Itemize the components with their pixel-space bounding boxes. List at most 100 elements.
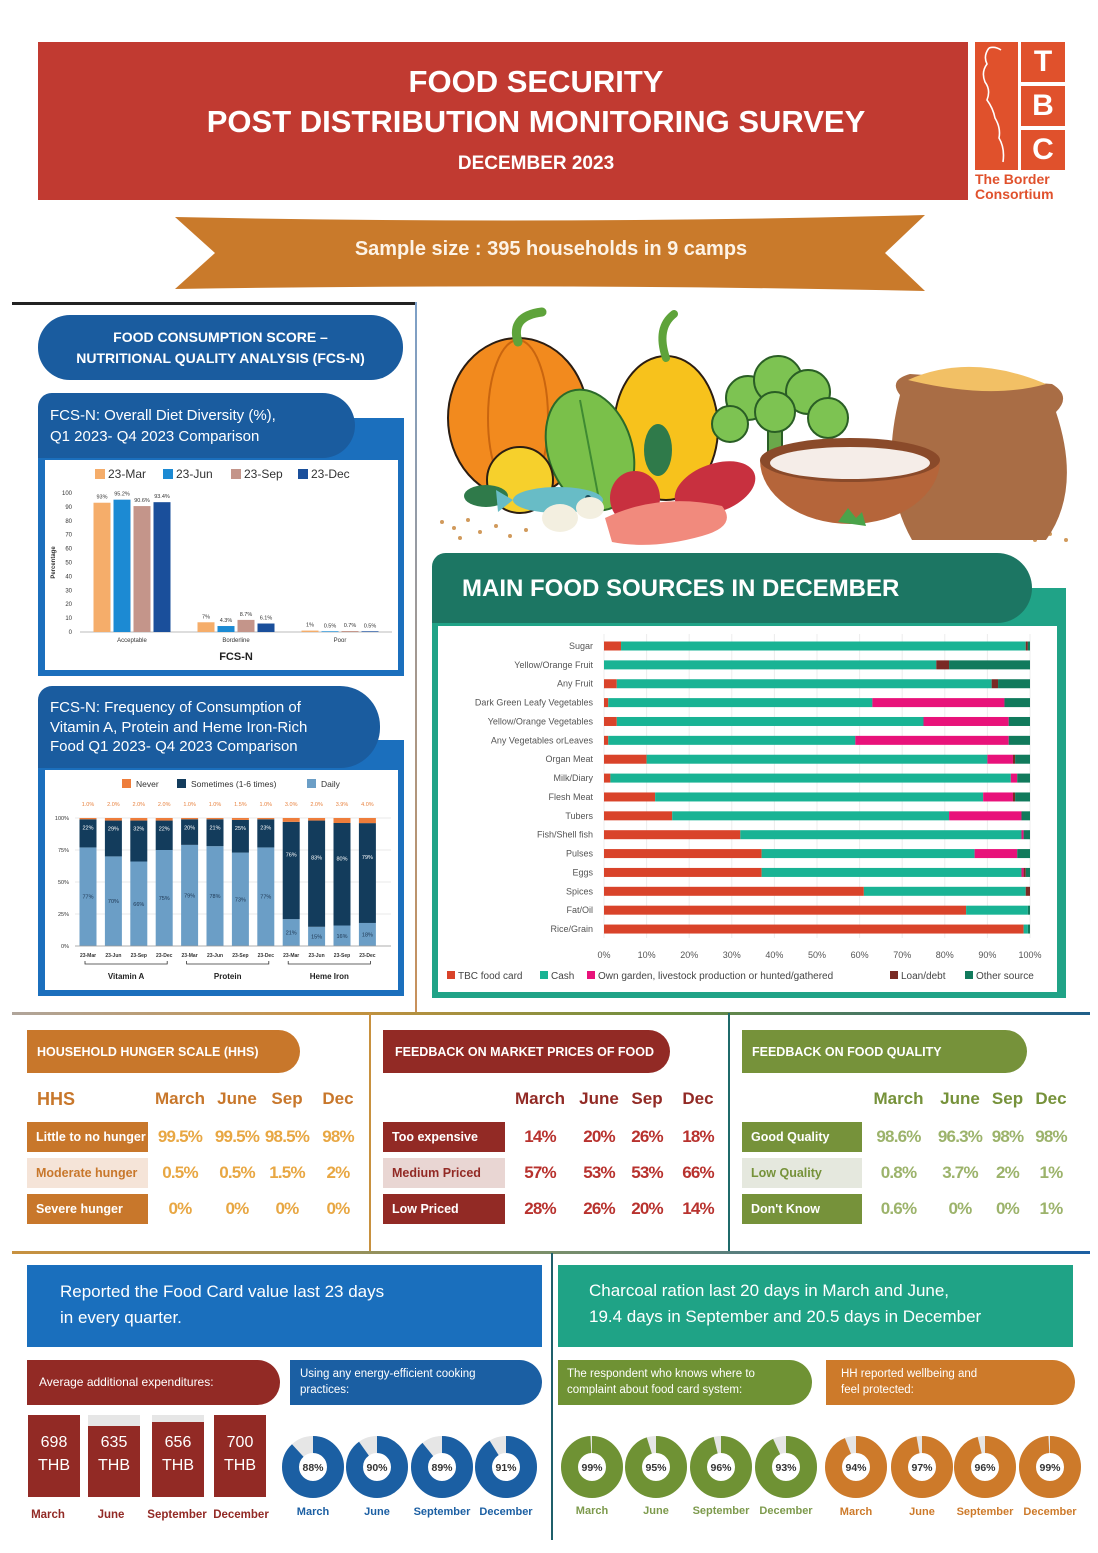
column-header-sep: Sep — [271, 1089, 303, 1108]
row-value: 20% — [583, 1127, 615, 1146]
category-label: Milk/Diary — [554, 773, 594, 783]
y-tick-label: 40 — [65, 574, 72, 580]
expenditure-bar-fill — [214, 1415, 266, 1497]
consumption-frequency-title: FCS-N: Frequency of Consumption of Vitam… — [38, 686, 380, 768]
row-value: 0.5% — [162, 1163, 198, 1182]
row-value: 99.5% — [214, 1127, 260, 1146]
row-label: Low Priced — [383, 1194, 505, 1224]
donut-chart: 91% — [475, 1436, 537, 1498]
expenditure-amount: 698 — [40, 1434, 68, 1451]
y-tick-label: 0 — [69, 630, 73, 636]
y-tick-label: 50 — [65, 561, 72, 567]
donut-chart: 90% — [346, 1436, 408, 1498]
row-value: 14% — [524, 1127, 556, 1146]
x-tick-label: 23-Jun — [207, 953, 223, 959]
middle-divider-line — [12, 1012, 1090, 1015]
never-value-label: 1.0% — [82, 802, 95, 808]
bar-segment — [1023, 830, 1030, 840]
page-title-line1: FOOD SECURITY — [408, 64, 664, 99]
x-axis-label: FCS-N — [219, 651, 253, 663]
row-value: 0% — [168, 1199, 193, 1218]
bar-segment-never — [308, 818, 326, 821]
bar-segment-sometimes — [181, 819, 199, 845]
donut-value-label: 91% — [495, 1462, 517, 1474]
bar-segment — [1012, 754, 1016, 764]
donut-fill — [346, 1436, 408, 1498]
expenditure-unit: THB — [162, 1457, 194, 1474]
bar-segment — [855, 735, 1009, 745]
bar-segment — [1017, 849, 1030, 859]
table-row: Too expensive 14% 20% 26% 18% — [383, 1122, 725, 1152]
y-axis-label: Percentage — [51, 546, 57, 579]
bar-segment — [983, 792, 1013, 802]
row-label: Good Quality — [742, 1122, 862, 1152]
donut-center — [707, 1453, 735, 1481]
report-date: DECEMBER 2023 — [457, 153, 615, 174]
row-value: 98.6% — [876, 1127, 921, 1146]
table-row: Medium Priced 57% 53% 53% 66% — [383, 1158, 725, 1188]
donut-value-label: 90% — [366, 1462, 388, 1474]
donut-value-label: 99% — [1039, 1462, 1061, 1474]
bar-23-jun — [113, 499, 131, 632]
expenditure-bar-fill — [152, 1422, 204, 1497]
row-value: 53% — [583, 1163, 615, 1182]
category-label: Any Vegetables orLeaves — [491, 735, 594, 745]
row-value: 66% — [682, 1163, 714, 1182]
hhs-table: HHS March June Sep Dec Little to no hunger 99.… — [27, 1086, 364, 1230]
bar-segment — [740, 830, 1022, 840]
row-value: 0.8% — [880, 1163, 917, 1182]
donut-fill — [475, 1436, 537, 1498]
bar-segment-daily — [181, 844, 199, 946]
bar-segment-sometimes — [257, 819, 275, 848]
bar-23-dec — [257, 623, 275, 632]
bar-segment — [604, 660, 937, 670]
x-tick-label: 10% — [638, 950, 656, 960]
column-header-dec: Dec — [682, 1089, 714, 1108]
complaint-donut: 93% — [755, 1436, 817, 1498]
complaint-donut: 96% — [690, 1436, 752, 1498]
bar-23-sep — [237, 619, 255, 632]
y-tick-label: 70 — [65, 533, 72, 539]
bar-23-dec — [153, 502, 171, 632]
group-label: Vitamin A — [108, 972, 145, 981]
row-value: 1% — [1039, 1199, 1064, 1218]
x-tick-label: 23-Sep — [334, 953, 350, 959]
complaint-donut: 95% — [625, 1436, 687, 1498]
legend-label: Daily — [321, 779, 341, 789]
bar-segment — [1004, 698, 1030, 708]
column-header-june: June — [940, 1089, 980, 1108]
group-label: Protein — [214, 972, 242, 981]
bar-23-mar — [301, 630, 319, 632]
expenditures-title: Average additional expenditures: — [39, 1375, 214, 1389]
expenditure-bar: 656 THB — [152, 1415, 204, 1497]
daily-value-label: 78% — [209, 894, 220, 900]
bar-segment-daily — [104, 856, 122, 946]
border-map-icon — [982, 46, 1005, 163]
x-tick-label: 23-Sep — [131, 953, 147, 959]
wellbeing-title-line2: feel protected: — [841, 1384, 914, 1396]
x-category-label: Borderline — [222, 638, 250, 644]
table-row: Good Quality 98.6% 96.3% 98% 98% — [742, 1122, 1072, 1152]
donut-value-label: 96% — [974, 1462, 996, 1474]
never-value-label: 1.0% — [183, 802, 196, 808]
x-tick-label: 23-Mar — [283, 953, 299, 959]
food-card-note-line1: Reported the Food Card value last 23 day… — [60, 1282, 385, 1301]
sometimes-value-label: 23% — [260, 825, 271, 831]
chart2-title-line1: FCS-N: Frequency of Consumption of — [50, 699, 301, 716]
x-tick-label: 60% — [851, 950, 869, 960]
x-tick-label: 23-Dec — [258, 953, 275, 959]
x-tick-label: 0% — [597, 950, 610, 960]
expenditure-bar: 700 THB — [214, 1415, 266, 1497]
row-value: 1.5% — [269, 1163, 305, 1182]
bar-segment — [604, 867, 762, 877]
category-label: Any Fruit — [557, 679, 594, 689]
x-tick-label: 80% — [936, 950, 954, 960]
bar-segment — [604, 679, 617, 689]
legend-swatch — [163, 469, 173, 479]
bar-segment — [1021, 867, 1024, 877]
row-value: 0% — [996, 1199, 1020, 1218]
bar-segment-sometimes — [231, 819, 249, 853]
expenditure-month-label: September — [147, 1509, 207, 1521]
x-tick-label: 90% — [978, 950, 996, 960]
bar-segment — [604, 792, 656, 802]
